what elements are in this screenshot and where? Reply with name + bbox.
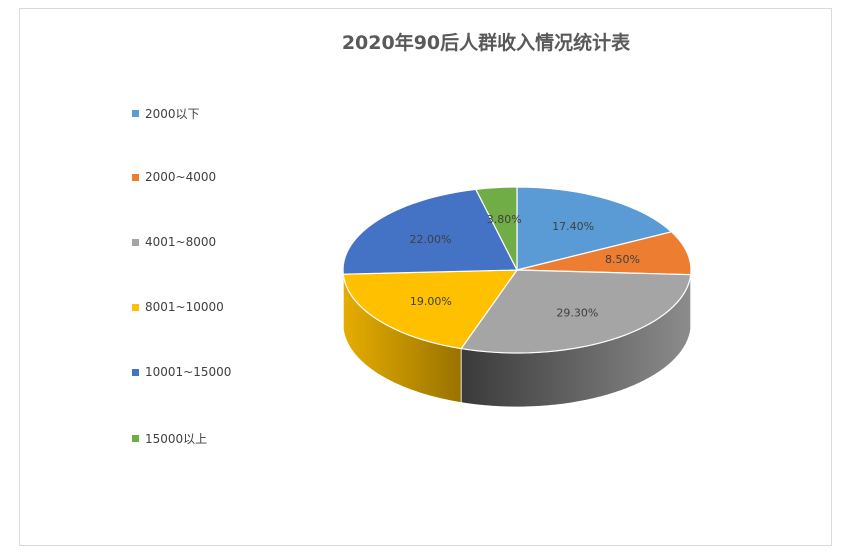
chart-title: 2020年90后人群收入情况统计表 [341, 32, 631, 54]
pie-slice [516, 186, 673, 271]
slice-value-label: 3.80% [487, 213, 522, 226]
slice-value-label: 29.30% [556, 307, 598, 320]
pie-slice [460, 269, 692, 354]
legend-item: 8001~10000 [132, 300, 224, 314]
pie-slice [516, 231, 692, 276]
slice-value-label: 19.00% [410, 295, 452, 308]
legend-swatch [132, 238, 139, 246]
legend-label: 10001~15000 [145, 365, 232, 379]
pie-slice [342, 269, 519, 350]
pie-slice [474, 186, 518, 271]
legend-label: 4001~8000 [145, 235, 217, 249]
legend-swatch [132, 368, 139, 376]
slice-value-label: 22.00% [410, 233, 452, 246]
legend-label: 8001~10000 [145, 300, 224, 314]
slice-value-label: 17.40% [552, 220, 594, 233]
legend-swatch [132, 303, 139, 311]
pie-slice [342, 188, 518, 275]
legend-swatch [132, 435, 139, 442]
legend-item: 10001~15000 [132, 365, 231, 379]
legend-item: 2000以下 [132, 105, 200, 122]
legend-item: 2000~4000 [132, 170, 216, 184]
legend-item: 15000以上 [132, 430, 207, 447]
legend-swatch [132, 173, 139, 181]
legend-label: 15000以上 [145, 432, 208, 446]
legend-label: 2000~4000 [145, 170, 217, 184]
legend-label: 2000以下 [145, 107, 200, 121]
legend-item: 4001~8000 [132, 235, 216, 249]
slice-value-label: 8.50% [605, 253, 640, 266]
legend-swatch [132, 110, 139, 117]
